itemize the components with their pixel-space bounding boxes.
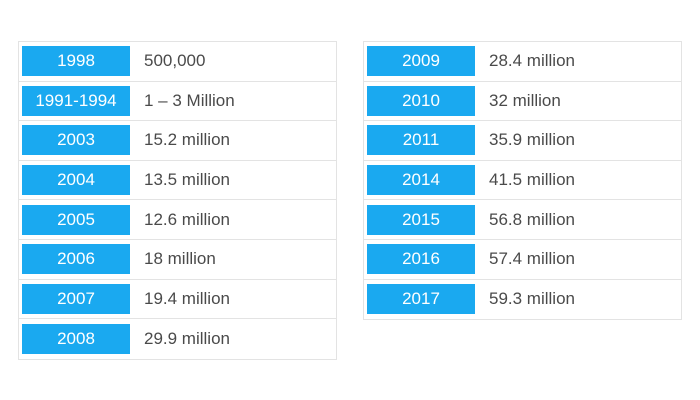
- table-row: 2014 41.5 million: [364, 161, 681, 201]
- table-row: 2007 19.4 million: [19, 280, 336, 320]
- table-row: 2011 35.9 million: [364, 121, 681, 161]
- left-table: 1998 500,000 1991-1994 1 – 3 Million 200…: [18, 41, 337, 360]
- year-cell: 2010: [367, 85, 475, 116]
- value-cell: 12.6 million: [144, 209, 230, 229]
- year-cell: 2014: [367, 165, 475, 196]
- year-cell: 2007: [22, 283, 130, 314]
- value-cell: 15.2 million: [144, 130, 230, 150]
- year-cell: 2017: [367, 284, 475, 315]
- value-cell: 13.5 million: [144, 170, 230, 190]
- year-cell: 1991-1994: [22, 85, 130, 116]
- table-row: 2004 13.5 million: [19, 161, 336, 201]
- value-cell: 18 million: [144, 249, 216, 269]
- year-cell: 2006: [22, 244, 130, 275]
- table-row: 1998 500,000: [19, 42, 336, 82]
- table-row: 2003 15.2 million: [19, 121, 336, 161]
- value-cell: 56.8 million: [489, 209, 575, 229]
- value-cell: 28.4 million: [489, 51, 575, 71]
- value-cell: 41.5 million: [489, 170, 575, 190]
- year-cell: 1998: [22, 46, 130, 77]
- value-cell: 32 million: [489, 90, 561, 110]
- year-cell: 2016: [367, 244, 475, 275]
- year-cell: 2011: [367, 125, 475, 156]
- value-cell: 57.4 million: [489, 249, 575, 269]
- year-cell: 2009: [367, 46, 475, 77]
- table-row: 2006 18 million: [19, 240, 336, 280]
- table-row: 2016 57.4 million: [364, 240, 681, 280]
- year-cell: 2015: [367, 204, 475, 235]
- value-cell: 59.3 million: [489, 289, 575, 309]
- table-row: 2010 32 million: [364, 82, 681, 122]
- table-row: 2015 56.8 million: [364, 200, 681, 240]
- year-cell: 2003: [22, 125, 130, 156]
- year-cell: 2008: [22, 323, 130, 354]
- table-row: 1991-1994 1 – 3 Million: [19, 82, 336, 122]
- table-row: 2017 59.3 million: [364, 280, 681, 320]
- year-cell: 2004: [22, 165, 130, 196]
- value-cell: 35.9 million: [489, 130, 575, 150]
- value-cell: 29.9 million: [144, 328, 230, 348]
- value-cell: 19.4 million: [144, 288, 230, 308]
- table-row: 2005 12.6 million: [19, 200, 336, 240]
- value-cell: 500,000: [144, 51, 206, 71]
- table-row: 2009 28.4 million: [364, 42, 681, 82]
- year-cell: 2005: [22, 204, 130, 235]
- value-cell: 1 – 3 Million: [144, 90, 235, 110]
- right-table: 2009 28.4 million 2010 32 million 2011 3…: [363, 41, 682, 321]
- table-row: 2008 29.9 million: [19, 319, 336, 359]
